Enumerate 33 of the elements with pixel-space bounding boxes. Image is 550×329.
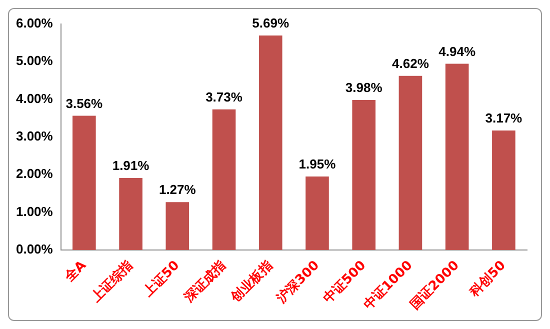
- x-tick-label: 深证成指: [181, 258, 230, 306]
- bar: [212, 109, 236, 250]
- data-label: 3.98%: [345, 80, 383, 96]
- data-label: 3.73%: [206, 89, 243, 104]
- x-tick-label: 全A: [62, 258, 90, 286]
- data-label: 1.95%: [298, 156, 336, 172]
- data-label: 1.27%: [158, 182, 196, 198]
- bar: [119, 178, 142, 250]
- x-tick-label: 上证综指: [87, 257, 136, 306]
- x-tick-label: 创业板指: [228, 258, 276, 306]
- bar: [492, 130, 516, 250]
- y-tick-label: 2.00%: [16, 166, 54, 182]
- bar: [352, 100, 376, 250]
- data-label: 1.91%: [112, 158, 150, 174]
- bar: [72, 116, 96, 250]
- data-label: 3.56%: [66, 96, 104, 111]
- y-tick-label: 3.00%: [16, 128, 54, 144]
- bar: [306, 176, 329, 250]
- bar: [445, 64, 469, 250]
- data-label: 5.69%: [252, 16, 290, 31]
- data-label: 3.17%: [485, 110, 523, 126]
- bar: [258, 35, 282, 250]
- y-tick-label: 6.00%: [16, 15, 54, 30]
- bar: [166, 202, 190, 250]
- x-tick-label: 上证50: [140, 258, 183, 301]
- y-tick-label: 0.00%: [16, 242, 54, 257]
- x-tick-label: 科创50: [466, 258, 509, 301]
- y-tick-label: 1.00%: [16, 204, 54, 219]
- y-tick-label: 4.00%: [16, 90, 54, 106]
- data-label: 4.94%: [438, 44, 476, 59]
- y-tick-label: 5.00%: [16, 53, 54, 68]
- bar: [398, 76, 422, 250]
- data-label: 4.62%: [392, 56, 430, 71]
